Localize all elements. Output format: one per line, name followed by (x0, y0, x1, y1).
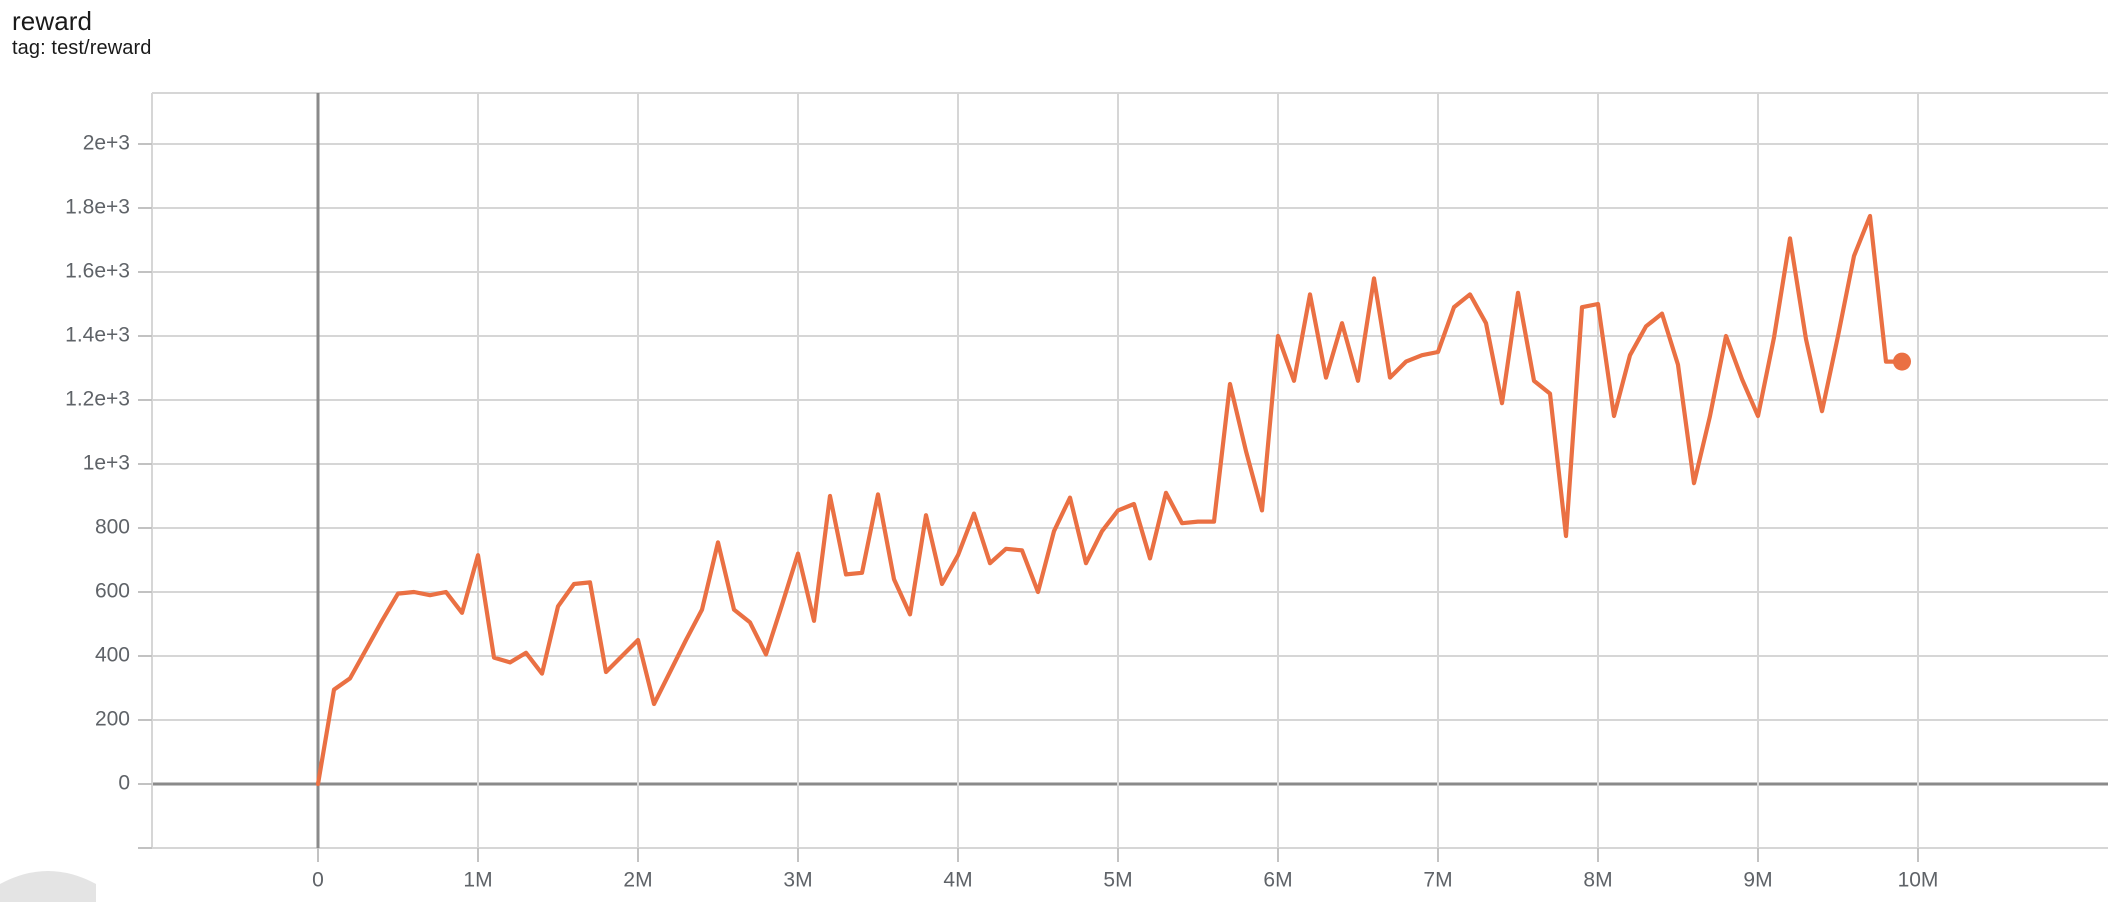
x-axis-tick-label: 5M (1103, 868, 1132, 891)
y-axis-tick-label: 2e+3 (83, 132, 130, 155)
x-axis-tick-label: 8M (1583, 868, 1612, 891)
series-line-test-reward (315, 213, 1905, 787)
x-axis-tick-label: 1M (463, 868, 492, 891)
y-axis-tick-label: 1.4e+3 (65, 324, 130, 347)
chart-header: reward tag: test/reward (12, 6, 151, 60)
y-axis-tick-label: 200 (95, 708, 130, 731)
y-axis-tick-label: 1e+3 (83, 452, 130, 475)
y-axis-tick-label: 400 (95, 644, 130, 667)
grid-layer (151, 92, 2108, 849)
corner-blob-icon (0, 871, 96, 902)
x-axis-tick-label: 9M (1743, 868, 1772, 891)
x-axis-tick-label: 3M (783, 868, 812, 891)
tick-layer (138, 143, 1919, 862)
y-axis-tick-label: 1.6e+3 (65, 260, 130, 283)
page-title: reward (12, 6, 93, 36)
series-endpoint-marker (1893, 352, 1911, 371)
x-axis-tick-label: 2M (623, 868, 652, 891)
y-axis-tick-label: 600 (95, 580, 130, 603)
chart-tag-label: tag: test/reward (12, 37, 152, 59)
y-axis-tick-label: 0 (118, 772, 130, 795)
x-axis-tick-label: 7M (1423, 868, 1452, 891)
x-axis-tick-label: 4M (943, 868, 972, 891)
series-layer (315, 213, 1911, 787)
x-axis-tick-label: 6M (1263, 868, 1292, 891)
y-axis-tick-label: 1.2e+3 (65, 388, 130, 411)
axis-label-layer: 0 200 400 600 800 1e+3 1.2e+3 1.4e+3 1.6e+3 1.8e+… (65, 132, 1938, 892)
x-axis-tick-label: 10M (1898, 868, 1939, 891)
x-axis-tick-label: 0 (312, 868, 324, 891)
y-axis-tick-label: 1.8e+3 (65, 196, 130, 219)
y-axis-tick-label: 800 (95, 516, 130, 539)
